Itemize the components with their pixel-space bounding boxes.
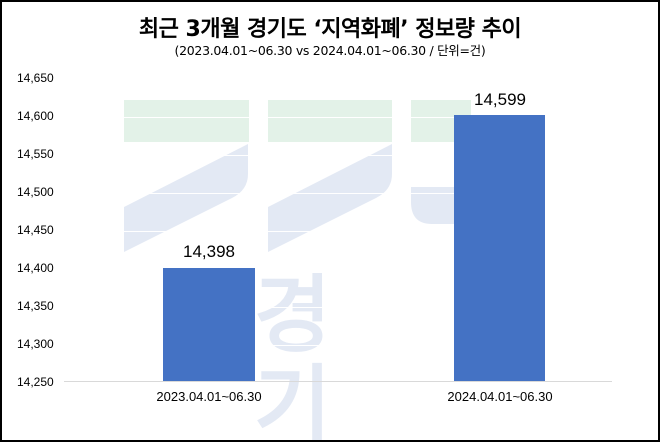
x-category-label: 2023.04.01~06.30 bbox=[156, 389, 262, 404]
bar-value-label-2023: 14,398 bbox=[183, 242, 235, 261]
y-tick-label: 14,250 bbox=[17, 375, 54, 389]
gridline bbox=[64, 269, 612, 270]
chart-subtitle: (2023.04.01~06.30 vs 2024.04.01~06.30 / … bbox=[174, 43, 486, 58]
gridline bbox=[64, 307, 612, 308]
x-category-label: 2024.04.01~06.30 bbox=[447, 389, 553, 404]
gridline bbox=[64, 345, 612, 346]
gridline bbox=[64, 79, 612, 80]
bar-value-label-2024: 14,599 bbox=[474, 90, 526, 109]
y-tick-label: 14,350 bbox=[17, 299, 54, 313]
x-axis-baseline bbox=[64, 381, 612, 382]
y-tick-label: 14,400 bbox=[17, 261, 54, 275]
y-tick-label: 14,300 bbox=[17, 337, 54, 351]
gridline bbox=[64, 193, 612, 194]
y-tick-label: 14,650 bbox=[17, 71, 54, 85]
bar-2023 bbox=[163, 268, 255, 381]
y-tick-label: 14,600 bbox=[17, 109, 54, 123]
y-tick-label: 14,500 bbox=[17, 185, 54, 199]
gridline bbox=[64, 117, 612, 118]
bar-2024 bbox=[454, 115, 545, 381]
y-tick-label: 14,450 bbox=[17, 223, 54, 237]
gridline bbox=[64, 231, 612, 232]
chart-title: 최근 3개월 경기도 ‘지역화폐’ 정보량 추이 bbox=[138, 17, 522, 42]
y-tick-label: 14,550 bbox=[17, 147, 54, 161]
gridline bbox=[64, 155, 612, 156]
